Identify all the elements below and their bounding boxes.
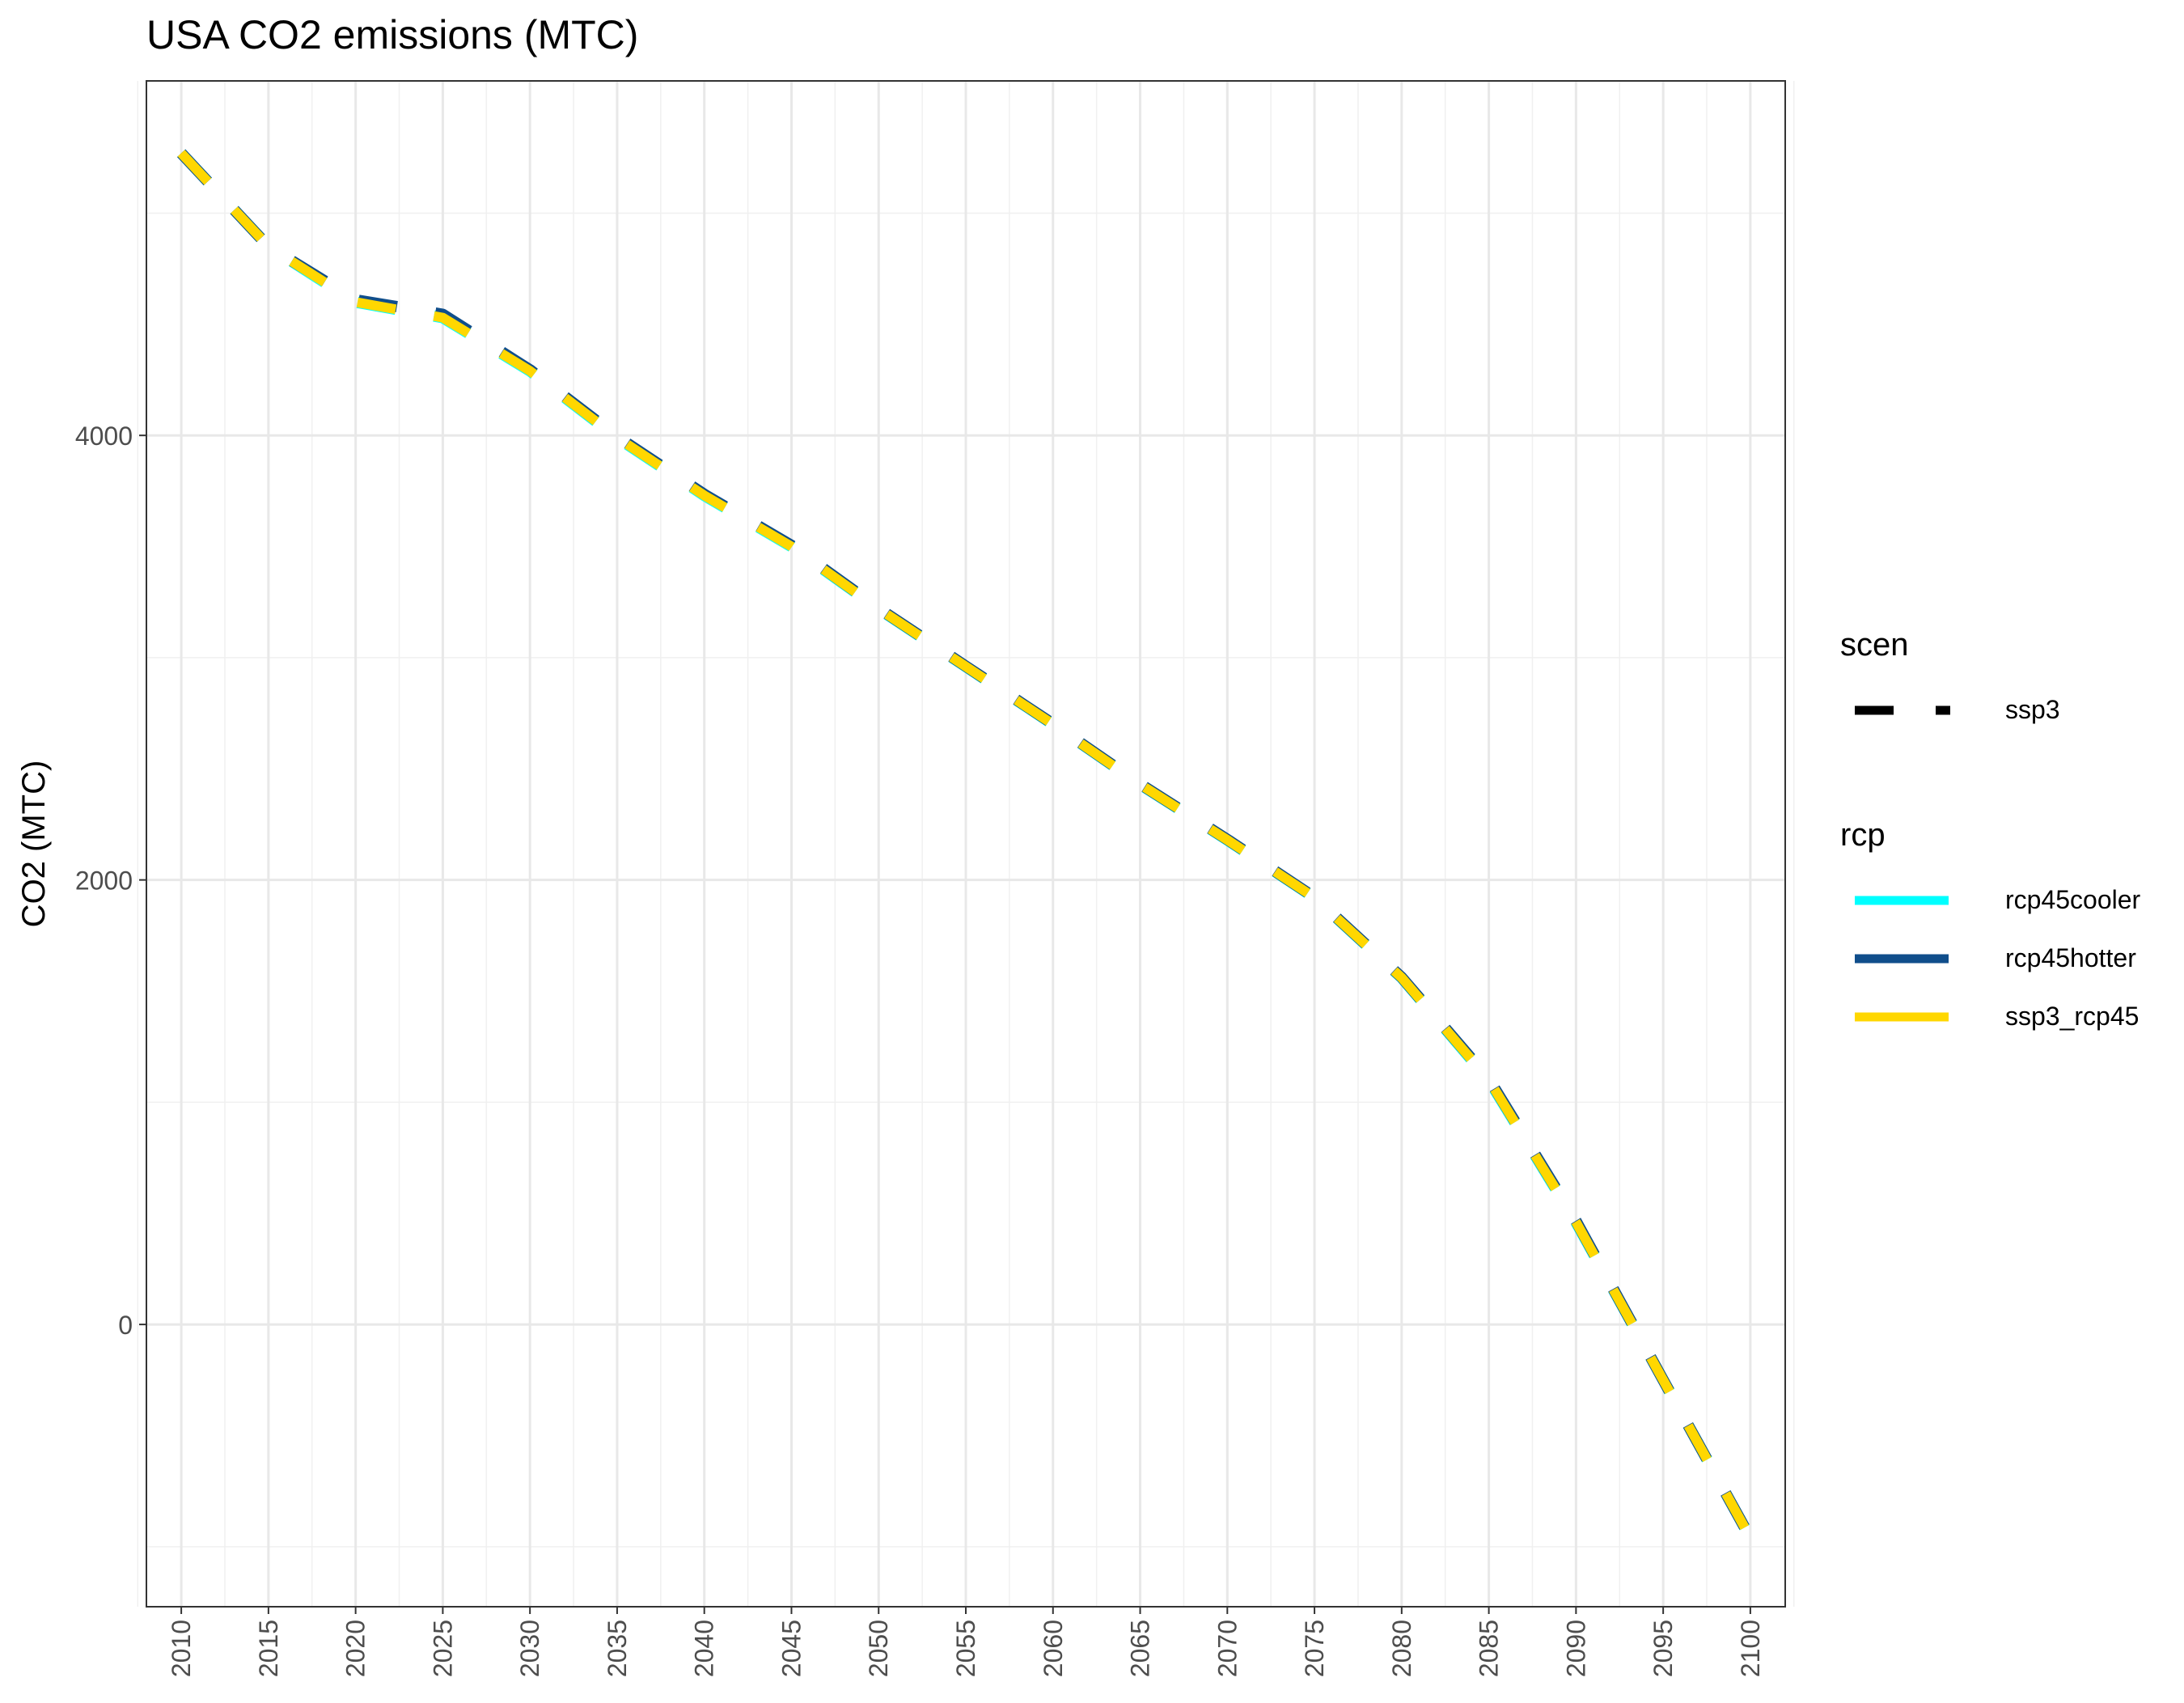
legend-key-ssp3_rcp45: ssp3_rcp45 [1855,1002,2139,1031]
legend-key-rcp45hotter: rcp45hotter [1855,943,2136,972]
x-tick-label: 2100 [1736,1620,1765,1677]
x-tick-label: 2045 [777,1620,806,1677]
x-tick-label: 2010 [167,1620,196,1677]
legend: scen ssp3 rcp rcp45cooler rcp45hotter ssp3_rc… [1840,627,2141,1031]
x-tick-label: 2060 [1039,1620,1068,1677]
x-tick-label: 2020 [341,1620,370,1677]
x-tick-label: 2090 [1561,1620,1590,1677]
x-tick-label: 2055 [951,1620,980,1677]
y-axis-label: CO2 (MTC) [16,760,52,928]
x-tick-label: 2065 [1126,1620,1155,1677]
legend-label: rcp45hotter [2005,943,2136,972]
legend-title-scen: scen [1840,627,1909,663]
x-tick-label: 2075 [1300,1620,1329,1677]
legend-key-ssp3: ssp3 [1855,695,2060,724]
grid-lines [137,81,1795,1607]
legend-label: ssp3_rcp45 [2005,1002,2139,1031]
x-tick-label: 2070 [1213,1620,1242,1677]
x-tick-label: 2015 [254,1620,283,1677]
x-tick-label: 2050 [864,1620,893,1677]
x-tick-label: 2080 [1387,1620,1416,1677]
legend-title-rcp: rcp [1840,817,1886,853]
y-tick-label: 4000 [75,422,133,451]
legend-key-rcp45cooler: rcp45cooler [1855,885,2141,914]
y-tick-label: 2000 [75,866,133,896]
chart-title: USA CO2 emissions (MTC) [146,12,638,57]
series-lines [176,149,1756,1541]
x-tick-label: 2030 [515,1620,544,1677]
x-axis: 2010 2015 2020 2025 2030 2035 2040 2045 2050 2055… [167,1607,1765,1677]
x-tick-label: 2085 [1475,1620,1504,1677]
x-tick-label: 2025 [428,1620,457,1677]
x-tick-label: 2095 [1649,1620,1678,1677]
series-line-ssp3_rcp45 [177,150,1755,1540]
legend-label: ssp3 [2005,695,2060,724]
legend-label: rcp45cooler [2005,885,2141,914]
x-tick-label: 2035 [603,1620,632,1677]
x-tick-label: 2040 [690,1620,719,1677]
y-tick-label: 0 [118,1311,133,1340]
y-axis: 0 2000 4000 [75,422,146,1340]
